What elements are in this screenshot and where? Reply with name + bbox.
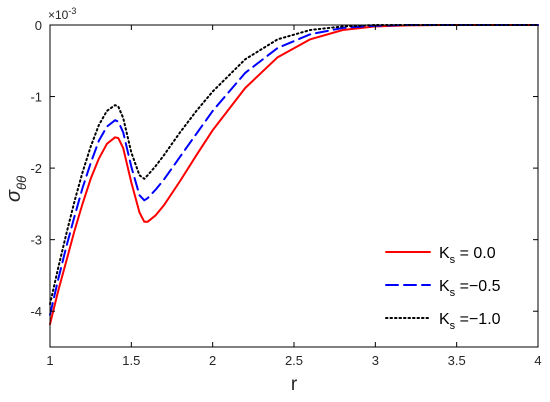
x-axis-label: r: [291, 374, 298, 395]
x-tick-label: 2.5: [285, 353, 303, 368]
y-multiplier-exponent: -3: [68, 6, 76, 16]
legend-subscript: s: [450, 320, 456, 332]
y-tick-label: -4: [30, 304, 42, 319]
legend-entry-3: Ks =−1.0: [439, 311, 501, 332]
y-tick-label: 0: [35, 18, 42, 33]
legend-symbol: K: [439, 245, 450, 262]
y-axis-label-symbol: σ: [3, 189, 25, 202]
y-axis-ticks: 0 -1 -2 -3 -4: [30, 18, 538, 319]
x-tick-label: 4: [534, 353, 541, 368]
y-tick-label: -1: [30, 90, 42, 105]
y-axis-label-subscript: θθ: [14, 176, 29, 190]
legend-value: =−0.5: [455, 278, 500, 295]
legend-value: = 0.0: [455, 245, 496, 262]
x-tick-label: 3: [372, 353, 379, 368]
legend-entry-1: Ks = 0.0: [439, 245, 496, 266]
legend-symbol: K: [439, 311, 450, 328]
x-tick-label: 1: [46, 353, 53, 368]
legend: Ks = 0.0Ks =−0.5Ks =−1.0: [378, 232, 532, 336]
y-axis-label: σθθ: [3, 176, 29, 202]
legend-entry-2: Ks =−0.5: [439, 278, 501, 299]
y-axis-multiplier: ×10-3: [48, 6, 76, 22]
y-tick-label: -2: [30, 161, 42, 176]
x-tick-label: 2: [209, 353, 216, 368]
y-multiplier-base: ×10: [48, 8, 69, 22]
legend-symbol: K: [439, 278, 450, 295]
legend-subscript: s: [450, 254, 456, 266]
legend-value: =−1.0: [455, 311, 500, 328]
x-tick-label: 3.5: [448, 353, 466, 368]
x-tick-label: 1.5: [122, 353, 140, 368]
series-line-2: [49, 24, 539, 316]
legend-subscript: s: [450, 287, 456, 299]
x-axis-ticks: 1 1.5 2 2.5 3 3.5 4: [46, 25, 542, 368]
y-tick-label: -3: [30, 233, 42, 248]
